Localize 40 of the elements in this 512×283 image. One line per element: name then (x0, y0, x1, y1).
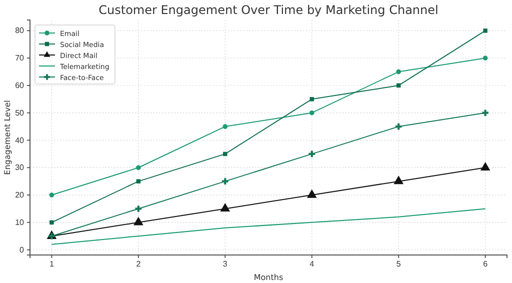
x-tick-label: 3 (222, 260, 228, 269)
x-axis-title: Months (254, 273, 284, 282)
point (308, 150, 316, 158)
point (396, 69, 401, 74)
point (394, 176, 404, 184)
point (483, 28, 488, 33)
point (49, 192, 54, 198)
point (223, 152, 228, 156)
y-tick-label: 0 (20, 245, 25, 254)
point (135, 206, 142, 212)
y-tick-label: 60 (15, 81, 25, 90)
x-tick-label: 2 (136, 260, 142, 269)
x-tick-label: 1 (49, 260, 54, 269)
y-tick-label: 10 (15, 218, 25, 227)
point (395, 123, 402, 130)
y-tick-label: 80 (15, 26, 25, 36)
point (133, 216, 144, 226)
x-tick-label: 5 (396, 260, 402, 269)
point (306, 189, 317, 198)
point (50, 220, 54, 225)
y-tick-label: 30 (15, 163, 25, 172)
point (480, 162, 490, 170)
x-tick-label: 6 (483, 260, 488, 269)
point (310, 97, 314, 102)
point (220, 203, 230, 212)
point (482, 110, 488, 116)
line-series (51, 208, 486, 245)
point (309, 110, 314, 116)
y-tick-label: 40 (15, 136, 25, 145)
point (222, 178, 228, 184)
y-tick-label: 20 (15, 190, 25, 200)
y-tick-label: 50 (15, 108, 25, 118)
point (136, 165, 141, 170)
point (482, 56, 488, 60)
y-axis-title: Engagement Level (3, 100, 12, 175)
x-tick-label: 4 (310, 260, 315, 269)
point (222, 124, 228, 129)
y-tick-label: 70 (15, 54, 25, 63)
point (136, 179, 141, 184)
chart-title: Customer Engagement Over Time by Marketing Channel (98, 3, 438, 17)
